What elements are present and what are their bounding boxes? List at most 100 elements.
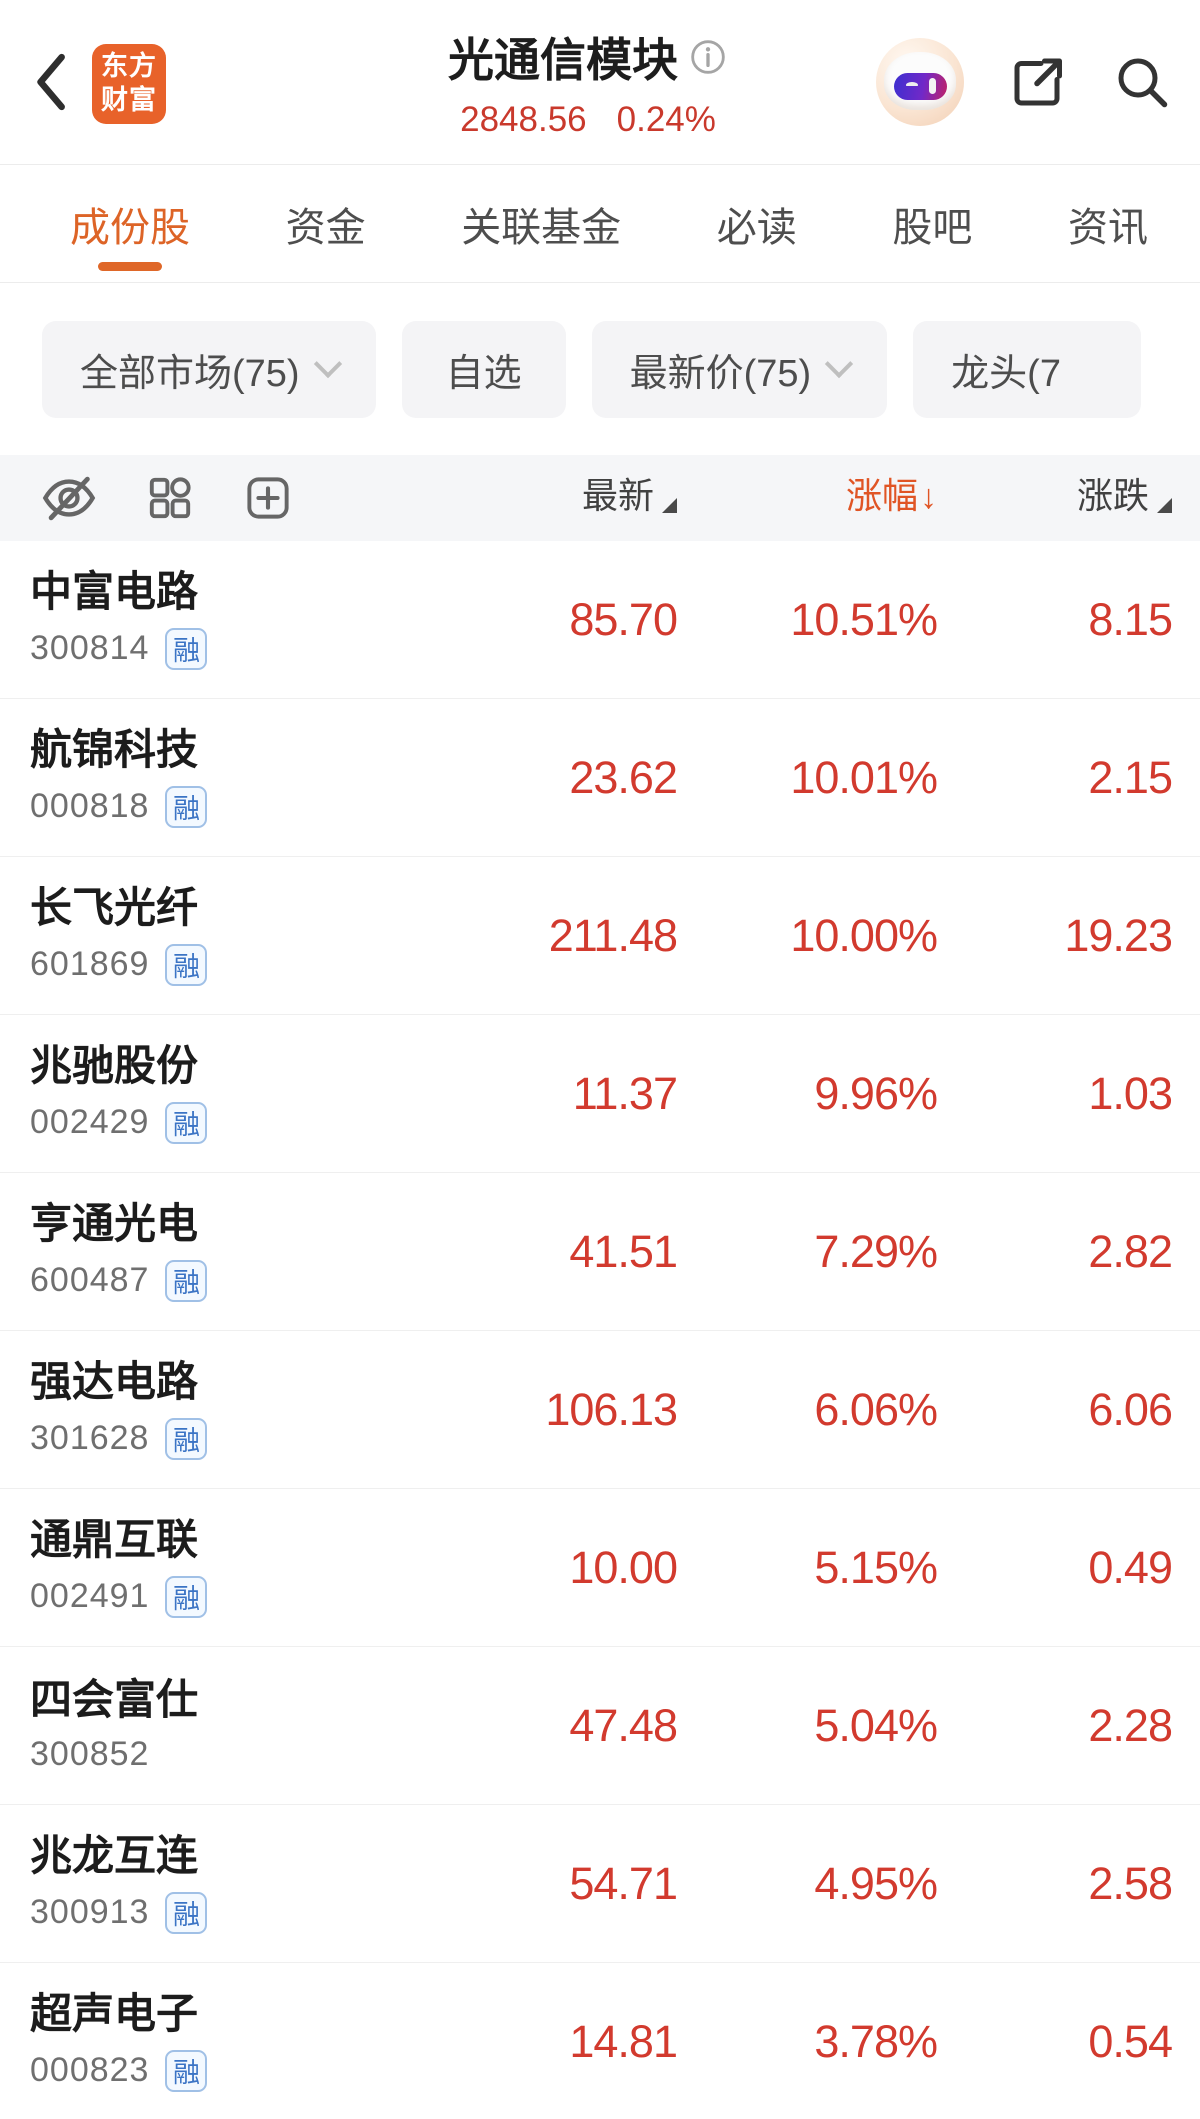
tab[interactable]: 股吧 xyxy=(892,165,972,282)
stock-code-line: 000823 融 xyxy=(30,2049,477,2092)
filter-chip[interactable]: 龙头(7 xyxy=(913,320,1141,418)
hide-eye-icon[interactable] xyxy=(40,469,98,527)
stock-code: 301628 xyxy=(30,1419,150,1458)
filter-chip[interactable]: 全部市场(75) xyxy=(42,320,376,418)
tab[interactable]: 资讯 xyxy=(1068,165,1148,282)
stock-code-line: 000818 融 xyxy=(30,785,477,828)
column-header-change-amt[interactable]: 涨跌 xyxy=(937,478,1172,518)
column-header-change-pct[interactable]: 涨幅 ↓ xyxy=(677,478,937,518)
table-row[interactable]: 兆驰股份 002429 融 11.37 9.96% 1.03 xyxy=(0,1015,1200,1173)
stock-code: 601869 xyxy=(30,945,150,984)
tab-label: 资金 xyxy=(285,205,366,250)
change-percent: 6.06% xyxy=(814,1383,938,1435)
stock-code-line: 002491 融 xyxy=(30,1575,477,1618)
margin-rong-badge: 融 xyxy=(165,1101,208,1144)
stock-code: 002429 xyxy=(30,1103,150,1142)
stock-code: 300814 xyxy=(30,629,150,668)
stock-code-line: 301628 融 xyxy=(30,1417,477,1460)
index-change: 0.24% xyxy=(616,100,716,139)
latest-price: 47.48 xyxy=(569,1699,678,1751)
column-label: 最新 xyxy=(581,475,654,516)
page-title: 光通信模块 xyxy=(448,34,678,86)
latest-price: 41.51 xyxy=(569,1225,678,1277)
stock-name: 兆龙互连 xyxy=(30,1832,199,1880)
grid-layout-icon[interactable] xyxy=(144,472,196,524)
stock-name: 四会富仕 xyxy=(30,1675,199,1723)
change-percent: 4.95% xyxy=(814,1857,938,1909)
search-icon[interactable] xyxy=(1112,52,1172,112)
stock-name-cell: 强达电路 301628 融 xyxy=(0,1358,477,1460)
table-row[interactable]: 四会富仕 300852 融 47.48 5.04% 2.28 xyxy=(0,1647,1200,1805)
tab[interactable]: 成份股 xyxy=(70,165,190,282)
tab-label: 成份股 xyxy=(70,205,190,250)
toolbar-icons xyxy=(0,469,477,527)
stock-name: 通鼎互联 xyxy=(30,1516,199,1564)
stock-name: 强达电路 xyxy=(30,1358,199,1406)
robot-eye xyxy=(905,82,918,88)
tab-label: 关联基金 xyxy=(461,205,622,250)
table-row[interactable]: 中富电路 300814 融 85.70 10.51% 8.15 xyxy=(0,541,1200,699)
filter-chip[interactable]: 自选 xyxy=(401,320,566,418)
table-row[interactable]: 强达电路 301628 融 106.13 6.06% 6.06 xyxy=(0,1331,1200,1489)
change-amount: 2.15 xyxy=(1088,751,1173,803)
stock-name-cell: 超声电子 000823 融 xyxy=(0,1991,477,2092)
change-amount: 6.06 xyxy=(1088,1383,1173,1435)
stock-name: 亨通光电 xyxy=(30,1200,199,1248)
change-amount: 0.49 xyxy=(1088,1541,1173,1593)
table-row[interactable]: 超声电子 000823 融 14.81 3.78% 0.54 xyxy=(0,1963,1200,2119)
latest-price: 10.00 xyxy=(569,1541,678,1593)
stock-name-cell: 四会富仕 300852 融 xyxy=(0,1675,477,1774)
tab[interactable]: 关联基金 xyxy=(461,165,621,282)
stock-name-cell: 航锦科技 000818 融 xyxy=(0,726,477,828)
stock-name-cell: 通鼎互联 002491 融 xyxy=(0,1516,477,1618)
add-plus-icon[interactable] xyxy=(242,472,294,524)
filter-bar: 全部市场(75) 自选 最新价(75) 龙头(7 xyxy=(0,283,1200,455)
share-icon[interactable] xyxy=(1008,52,1068,112)
tab[interactable]: 资金 xyxy=(286,165,366,282)
stock-code: 300913 xyxy=(30,1893,150,1932)
margin-rong-badge: 融 xyxy=(165,627,208,670)
change-amount: 1.03 xyxy=(1088,1067,1173,1119)
change-amount: 2.28 xyxy=(1088,1699,1173,1751)
stock-name-cell: 长飞光纤 601869 融 xyxy=(0,884,477,986)
change-amount: 8.15 xyxy=(1088,593,1173,645)
latest-price: 106.13 xyxy=(545,1383,678,1435)
column-label: 涨幅 xyxy=(845,475,918,516)
change-percent: 9.96% xyxy=(814,1067,938,1119)
change-percent: 10.01% xyxy=(790,751,938,803)
stock-code-line: 300913 融 xyxy=(30,1891,477,1934)
filter-chip-label: 龙头(7 xyxy=(951,352,1061,395)
change-amount: 2.58 xyxy=(1088,1857,1173,1909)
column-label: 涨跌 xyxy=(1076,475,1149,516)
info-icon[interactable] xyxy=(688,37,728,77)
title-block: 光通信模块 2848.56 0.24% xyxy=(448,24,728,140)
stock-name: 航锦科技 xyxy=(30,726,199,774)
table-row[interactable]: 亨通光电 600487 融 41.51 7.29% 2.82 xyxy=(0,1173,1200,1331)
stock-code: 000823 xyxy=(30,2051,150,2090)
table-row[interactable]: 长飞光纤 601869 融 211.48 10.00% 19.23 xyxy=(0,857,1200,1015)
sort-arrow-down-icon: ↓ xyxy=(920,478,937,516)
active-tab-underline xyxy=(98,262,162,271)
index-quote: 2848.56 0.24% xyxy=(448,100,728,140)
tab-label: 资讯 xyxy=(1067,205,1148,250)
stock-name-cell: 兆龙互连 300913 融 xyxy=(0,1832,477,1934)
stock-name: 长飞光纤 xyxy=(30,884,199,932)
filter-chip[interactable]: 最新价(75) xyxy=(591,320,888,418)
stock-code-line: 600487 融 xyxy=(30,1259,477,1302)
table-row[interactable]: 兆龙互连 300913 融 54.71 4.95% 2.58 xyxy=(0,1805,1200,1963)
change-percent: 5.04% xyxy=(814,1699,938,1751)
stock-list: 中富电路 300814 融 85.70 10.51% 8.15 航锦科技 000… xyxy=(0,541,1200,2119)
ai-robot-avatar[interactable] xyxy=(876,38,964,126)
filter-chip-label: 全部市场(75) xyxy=(80,352,300,395)
table-row[interactable]: 通鼎互联 002491 融 10.00 5.15% 0.49 xyxy=(0,1489,1200,1647)
stock-code: 000818 xyxy=(30,787,150,826)
table-row[interactable]: 航锦科技 000818 融 23.62 10.01% 2.15 xyxy=(0,699,1200,857)
margin-rong-badge: 融 xyxy=(165,2049,208,2092)
back-button[interactable] xyxy=(24,47,84,117)
eastmoney-logo[interactable]: 东方 财富 xyxy=(92,44,166,124)
latest-price: 54.71 xyxy=(569,1857,678,1909)
tab[interactable]: 必读 xyxy=(717,165,797,282)
header: 东方 财富 光通信模块 2848.56 0.24% xyxy=(0,0,1200,165)
column-header-price[interactable]: 最新 xyxy=(477,478,677,518)
